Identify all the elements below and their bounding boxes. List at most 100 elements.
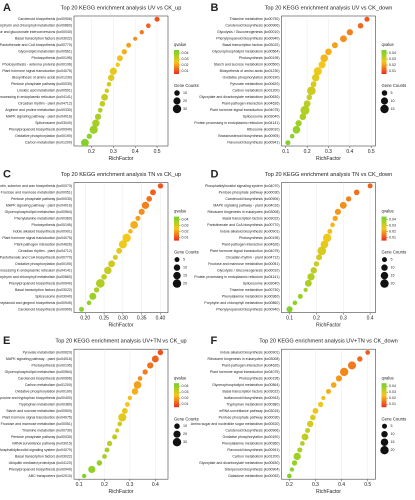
bubble (151, 355, 159, 363)
y-tick-label: Photosynthesis (ko00195) (239, 56, 279, 60)
size-key-label: 10 (391, 266, 395, 270)
bubble (322, 233, 332, 243)
size-key (174, 90, 180, 96)
y-tick-label: Isoflavonoid biosynthesis (ko00943) (224, 396, 280, 400)
bubble (135, 215, 141, 221)
panel-title: Top 20 KEGG enrichment analysis TN vs CK… (61, 172, 181, 178)
y-tick-label: Porphyrin and chlorophyll metabolism (ko… (0, 24, 72, 28)
size-legend-title: Gene Counts (382, 250, 407, 255)
y-tick-label: Pentose phosphate pathway (ko00030) (11, 82, 72, 86)
x-tick-label: 0.30 (118, 315, 128, 321)
color-tick-label: 0.04 (182, 218, 189, 222)
bubble (365, 350, 370, 355)
bubble (339, 201, 347, 209)
y-tick-label: Pentose phosphate pathway (ko00030) (219, 415, 280, 419)
color-tick-label: 0.04 (389, 218, 396, 222)
bubble (146, 23, 151, 29)
y-tick-label: Carotenoid biosynthesis (ko00906) (225, 428, 279, 432)
bubble (106, 440, 113, 447)
color-tick-label: 0.03 (389, 57, 396, 61)
y-tick-label: Photosynthesis (ko00195) (32, 223, 72, 227)
y-tick-label: mRNA surveillance pathway (ko03015) (219, 409, 279, 413)
y-tick-label: Flavonoid biosynthesis (ko00941) (227, 141, 279, 145)
x-tick-label: 0.5 (368, 149, 375, 155)
y-tick-label: Photosynthesis (ko00195) (239, 376, 279, 380)
bubble (285, 140, 291, 146)
y-tick-label: Cutin, suberine and wax biosynthesis (ko… (0, 184, 72, 188)
bubble (141, 201, 150, 209)
y-tick-label: Flavonoid biosynthesis (ko00941) (227, 448, 279, 452)
y-tick-label: Basal transcription factors (ko03022) (15, 37, 72, 41)
bubble (310, 267, 317, 274)
x-tick-label: 0.3 (340, 315, 347, 321)
y-tick-label: Carotenoid biosynthesis (ko00906) (18, 307, 72, 311)
color-tick-label: 0.02 (182, 63, 189, 67)
y-tick-label: Phenylpropanoid biosynthesis (ko00940) (9, 128, 72, 132)
bubble (104, 88, 109, 93)
y-tick-label: Glycolysis / Gluconeogenesis (ko00010) (217, 30, 279, 34)
y-tick-label: mRNA surveillance pathway (ko03015) (12, 441, 72, 445)
bubble (306, 94, 313, 101)
size-key (381, 264, 388, 271)
y-tick-label: Pantothenate and CoA biosynthesis (ko007… (207, 223, 279, 227)
y-tick-label: Phenylpropanoid biosynthesis (ko00940) (216, 37, 279, 41)
bubble (287, 473, 292, 479)
x-tick-label: 0.2 (286, 482, 293, 488)
size-key-label: 15 (391, 440, 395, 444)
panel: F Top 20 KEGG enrichment analysis UV+TN v… (191, 335, 406, 495)
size-legend-title: Gene Counts (382, 83, 407, 88)
x-tick-label: 0.3 (325, 149, 332, 155)
y-tick-label: Fructose and mannose metabolism (ko00051… (1, 190, 72, 194)
size-key-label: 5 (183, 258, 185, 262)
y-tick-label: Plant hormone signal transduction (ko040… (2, 415, 72, 419)
bubble (97, 107, 103, 113)
bubble (146, 196, 153, 202)
x-tick-label: 0.2 (304, 149, 311, 155)
bubble (102, 454, 107, 459)
y-tick-label: Tryptophan metabolism (ko00380) (226, 402, 279, 406)
size-key (174, 257, 180, 263)
y-tick-label: Plant hormone signal transduction (ko040… (210, 370, 280, 374)
y-tick-label: Pantothenate and CoA biosynthesis (ko007… (0, 43, 72, 47)
size-key (380, 438, 389, 446)
y-tick-label: Pentose phosphate pathway (ko00030) (11, 197, 72, 201)
y-tick-label: Porphyrin and chlorophyll metabolism (ko… (0, 275, 72, 279)
x-axis-label: RichFactor (108, 156, 133, 162)
color-bar (381, 216, 387, 241)
bubble (307, 86, 316, 96)
size-key (380, 104, 389, 114)
bubble (317, 246, 327, 256)
y-tick-label: Basal transcription factors (ko03022) (223, 43, 280, 47)
bubble (121, 407, 128, 414)
panel-letter: E (3, 335, 10, 347)
y-tick-label: Plant-pathogen interaction (ko04626) (222, 242, 280, 246)
panel-letter: B (211, 2, 219, 14)
y-tick-label: MAPK signaling pathway - plant (ko04016) (6, 115, 72, 119)
bubble (307, 420, 314, 428)
x-tick-label: 0.5 (364, 482, 371, 488)
size-key-label: 30 (183, 440, 187, 444)
y-tick-label: Spliceosome (ko03040) (243, 281, 280, 285)
size-key (172, 438, 182, 447)
size-key-label: 20 (391, 282, 395, 286)
bubble (101, 274, 107, 280)
bubble (81, 473, 87, 479)
size-key (380, 271, 389, 280)
y-tick-label: Spliceosome (ko03040) (243, 115, 280, 119)
x-axis-label: RichFactor (108, 322, 133, 328)
color-legend-title: qvalue (382, 209, 395, 214)
y-tick-label: Pantothenate and CoA biosynthesis (ko007… (0, 255, 72, 259)
y-tick-label: Photosynthesis (ko00195) (239, 236, 279, 240)
y-tick-label: Indole alkaloid biosynthesis (ko00901) (220, 350, 279, 354)
bubble (313, 67, 322, 76)
x-axis-label: RichFactor (316, 322, 341, 328)
bubble (138, 208, 145, 215)
size-legend-title: Gene Counts (174, 83, 199, 88)
color-bar (174, 216, 179, 241)
color-tick-label: 0.01 (389, 69, 396, 73)
y-tick-label: Carotenoid biosynthesis (ko00906) (225, 24, 279, 28)
size-key (173, 264, 181, 271)
x-tick-label: 0.2 (101, 482, 108, 488)
y-tick-label: Pentose phosphate pathway (ko00030) (11, 435, 72, 439)
size-key-label: 10 (183, 424, 187, 428)
